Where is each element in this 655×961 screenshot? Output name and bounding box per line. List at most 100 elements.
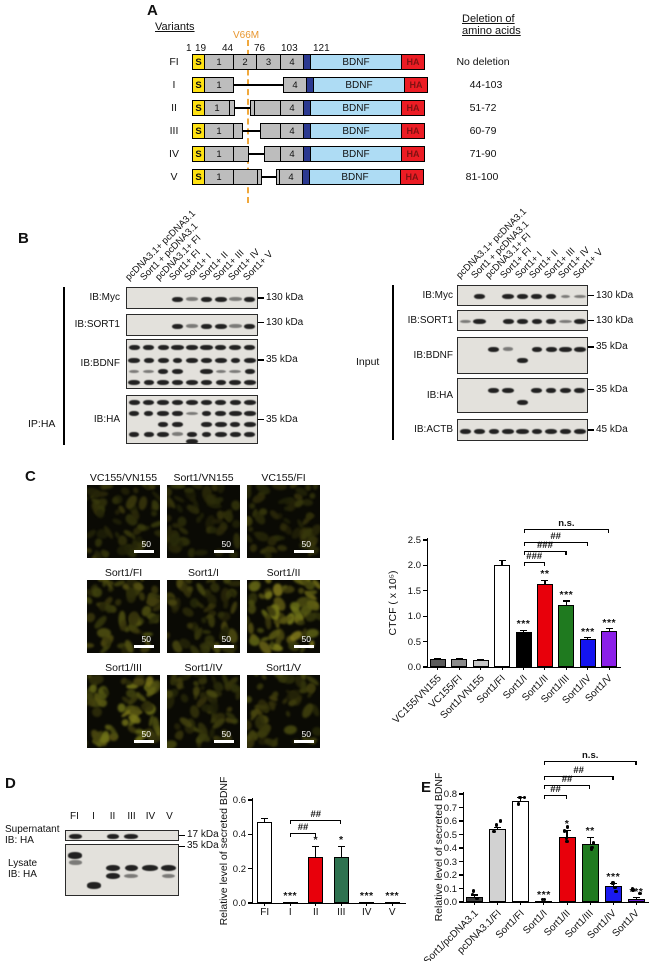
variant-name: V bbox=[170, 171, 178, 183]
blot-band bbox=[559, 346, 572, 352]
cell-blob bbox=[200, 684, 205, 691]
blot-band bbox=[69, 834, 82, 839]
cell-blob bbox=[119, 485, 131, 497]
microscopy-image: 50 bbox=[87, 580, 160, 653]
blot-box bbox=[457, 337, 588, 374]
cell-blob bbox=[251, 675, 259, 677]
blot-band bbox=[157, 345, 169, 350]
significance-stars: ** bbox=[585, 825, 595, 838]
x-tick-label: II bbox=[312, 907, 319, 918]
significance-stars: * bbox=[313, 834, 319, 847]
x-tick bbox=[497, 902, 499, 905]
data-point-dot bbox=[518, 796, 522, 800]
domain-segment bbox=[229, 100, 235, 116]
blot-band bbox=[157, 431, 169, 437]
microscopy-image: 50 bbox=[247, 485, 320, 558]
significance-stars: *** bbox=[359, 890, 374, 902]
d-lane-label: I bbox=[92, 811, 95, 822]
blot-band bbox=[124, 873, 139, 879]
cell-blob bbox=[247, 694, 254, 705]
blot-band bbox=[474, 294, 485, 299]
blot-band bbox=[502, 319, 514, 324]
microscopy-cell: Sort1/VN155 50 bbox=[167, 472, 240, 558]
x-tick bbox=[501, 667, 503, 670]
x-tick-label: FI bbox=[260, 907, 270, 918]
sig-bracket-end bbox=[314, 833, 316, 837]
cell-blob bbox=[150, 520, 160, 529]
cell-blob bbox=[132, 677, 145, 686]
cell-blob bbox=[222, 600, 229, 609]
error-bar-cap bbox=[261, 818, 269, 820]
blot-band bbox=[243, 380, 256, 385]
cell-blob bbox=[247, 532, 254, 545]
cell-blob bbox=[167, 739, 178, 748]
blot-band bbox=[106, 834, 119, 839]
blot-band bbox=[488, 428, 500, 434]
x-axis bbox=[463, 902, 649, 904]
error-bar-line bbox=[501, 560, 503, 566]
antibody-label: IB:SORT1 bbox=[407, 314, 453, 326]
blot-band bbox=[128, 345, 140, 350]
deletion-header-line1: Deletion of bbox=[462, 13, 515, 25]
input-bracket-line bbox=[392, 285, 394, 440]
marker-tick bbox=[588, 346, 594, 348]
blot-box bbox=[126, 339, 258, 389]
deletion-connector bbox=[262, 176, 276, 178]
data-point-dot bbox=[614, 889, 618, 894]
blot-band bbox=[200, 345, 213, 350]
blot-band bbox=[531, 319, 543, 324]
microscopy-cell: Sort1/I 50 bbox=[167, 567, 240, 653]
blot-band bbox=[215, 380, 227, 385]
scale-bar bbox=[294, 550, 314, 553]
blot-band bbox=[172, 323, 183, 329]
deletion-connector bbox=[234, 84, 283, 86]
cell-blob bbox=[311, 725, 320, 738]
variant-name: III bbox=[169, 125, 179, 137]
x-tick-label: III bbox=[337, 907, 346, 918]
blot-band bbox=[105, 872, 120, 880]
blot-band bbox=[171, 369, 184, 374]
significance-stars: *** bbox=[580, 625, 595, 638]
supernatant-label-line2: IB: HA bbox=[5, 835, 34, 846]
bar-Sort1/II bbox=[558, 837, 576, 902]
cell-blob bbox=[307, 684, 316, 694]
scale-bar-label: 50 bbox=[301, 634, 311, 644]
significance-stars: *** bbox=[385, 890, 400, 902]
blot-band bbox=[129, 411, 140, 417]
cell-blob bbox=[167, 630, 172, 640]
microscopy-title: Sort1/II bbox=[266, 567, 301, 579]
scale-bar bbox=[214, 550, 234, 553]
y-tick bbox=[423, 590, 427, 592]
blot-band bbox=[559, 387, 572, 393]
x-tick bbox=[437, 667, 439, 670]
significance-stars: ** bbox=[540, 568, 550, 581]
sig-bracket-label: ### bbox=[537, 540, 553, 551]
y-tick bbox=[459, 860, 463, 863]
data-point-dot bbox=[516, 802, 520, 806]
cell-blob bbox=[297, 620, 306, 627]
x-tick bbox=[289, 903, 291, 906]
y-tick bbox=[423, 539, 427, 541]
marker-tick bbox=[258, 297, 264, 299]
blot-box bbox=[126, 287, 258, 309]
bdnf-box: BDNF bbox=[310, 54, 402, 70]
microscopy-grid: VC155/VN155 50 Sort1/VN155 50 VC155/FI 50 Sort… bbox=[87, 472, 320, 748]
domain-segment: 4 bbox=[280, 100, 304, 116]
deletion-header: Deletion of amino acids bbox=[462, 13, 521, 37]
ha-tag-box: HA bbox=[404, 77, 428, 93]
error-bar-cap bbox=[632, 896, 640, 899]
y-tick bbox=[248, 868, 252, 870]
antibody-label: IB:BDNF bbox=[80, 358, 120, 369]
blot-band bbox=[200, 369, 213, 374]
error-bar-cap bbox=[541, 579, 549, 581]
data-point-dot bbox=[591, 841, 596, 845]
antibody-label: IB:Myc bbox=[422, 289, 453, 301]
lysate-label-line1: Lysate bbox=[8, 858, 38, 869]
supernatant-blot-box bbox=[65, 830, 179, 841]
y-axis-label: Relative level of secreted BDNF bbox=[218, 776, 230, 925]
blot-band bbox=[573, 428, 586, 434]
blot-band bbox=[560, 294, 571, 299]
y-axis bbox=[427, 538, 429, 667]
domain-segment bbox=[233, 169, 258, 185]
cell-blob bbox=[263, 580, 273, 586]
